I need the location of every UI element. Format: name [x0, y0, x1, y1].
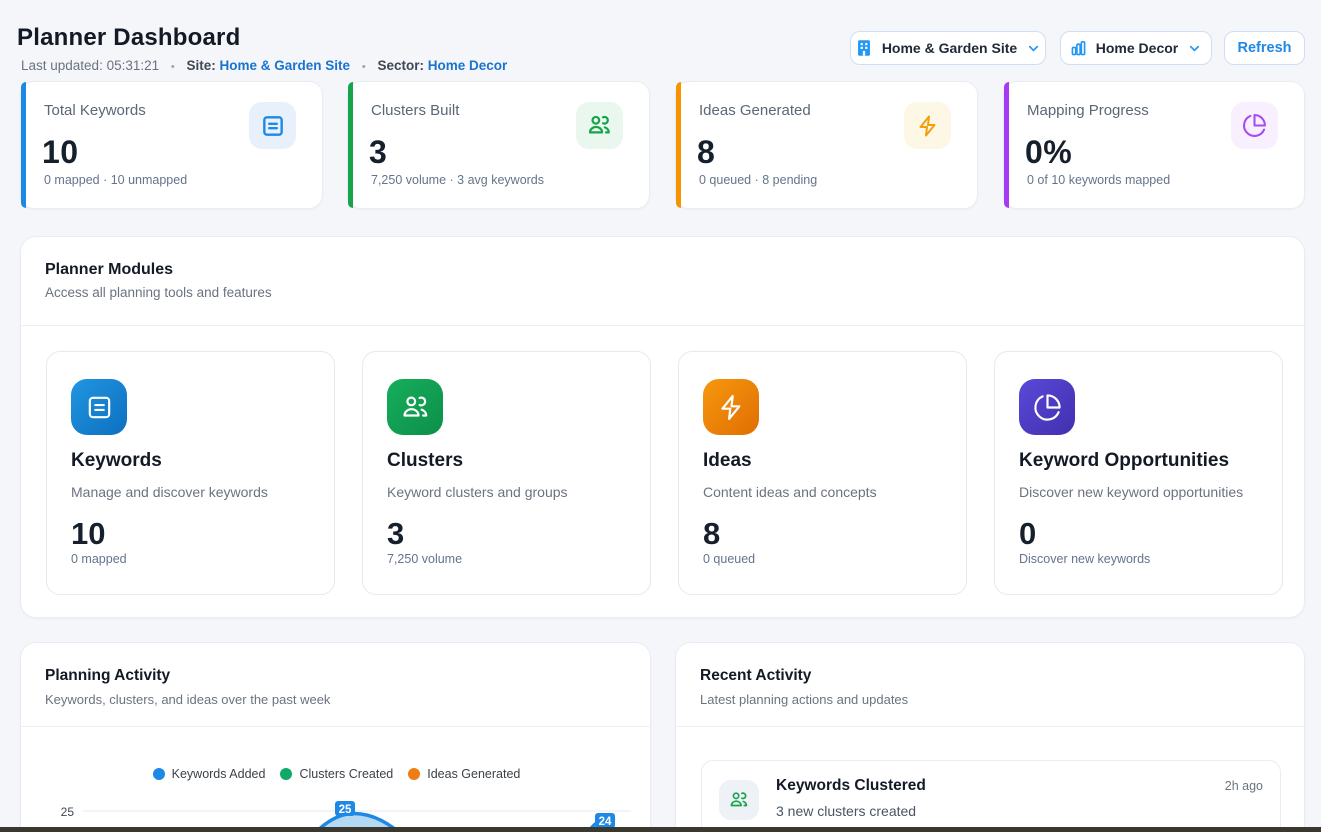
svg-text:25: 25: [61, 805, 75, 819]
svg-text:24: 24: [599, 816, 612, 828]
svg-text:25: 25: [339, 804, 352, 816]
